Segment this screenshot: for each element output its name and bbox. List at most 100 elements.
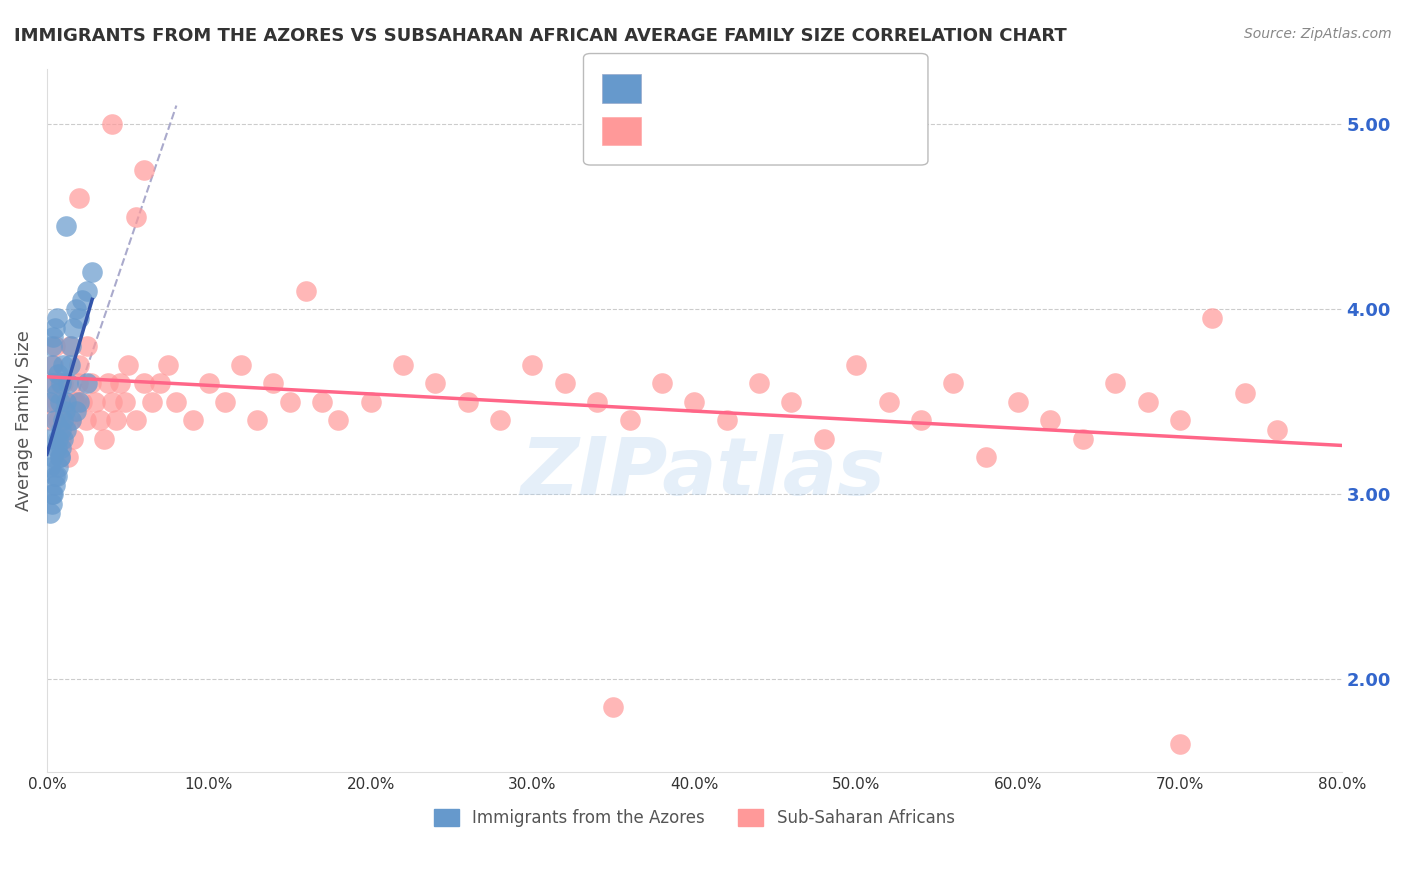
Point (76, 339, 98, 353)
Point (117, 358, 139, 372)
Point (295, 284, 318, 298)
Point (328, 413, 350, 427)
Point (1104, 376, 1126, 391)
Point (141, 394, 163, 409)
Point (42, 330, 65, 344)
Point (845, 358, 868, 372)
Point (100, 117, 122, 131)
Point (157, 358, 180, 372)
Point (49, 450, 72, 465)
Point (38, 394, 60, 409)
Point (457, 394, 479, 409)
Point (72, 293, 94, 307)
Point (877, 394, 900, 409)
Point (52, 376, 75, 391)
Point (311, 394, 333, 409)
Point (197, 376, 219, 391)
Point (1007, 394, 1029, 409)
Point (1233, 385, 1256, 400)
Point (586, 394, 609, 409)
Point (52, 432, 75, 446)
Point (44, 320, 66, 334)
Text: ZIPatlas: ZIPatlas (520, 434, 886, 512)
Point (602, 700, 624, 714)
Point (65, 394, 87, 409)
Point (181, 413, 204, 427)
Point (72, 394, 94, 409)
Point (780, 394, 803, 409)
Point (75, 413, 97, 427)
Point (132, 163, 155, 178)
Point (53, 394, 76, 409)
Point (45, 468, 67, 483)
Point (63, 394, 86, 409)
Point (46, 432, 69, 446)
Point (44, 413, 66, 427)
Point (683, 394, 706, 409)
Point (554, 376, 576, 391)
Point (489, 413, 512, 427)
Point (41, 339, 63, 353)
Point (619, 413, 641, 427)
Point (100, 394, 122, 409)
Point (42, 450, 65, 465)
Point (748, 376, 770, 391)
Point (46, 413, 69, 427)
Point (38, 432, 60, 446)
Point (55, 423, 77, 437)
Point (60, 339, 83, 353)
Point (44, 468, 66, 483)
Point (45, 385, 67, 400)
Point (1071, 432, 1094, 446)
Point (49, 394, 72, 409)
Point (149, 376, 172, 391)
Point (49, 376, 72, 391)
Point (45, 441, 67, 455)
Point (58, 358, 80, 372)
Point (67, 394, 90, 409)
Point (1201, 311, 1223, 326)
Point (66, 376, 89, 391)
Point (1039, 413, 1062, 427)
Y-axis label: Average Family Size: Average Family Size (15, 330, 32, 511)
Point (60, 413, 83, 427)
Point (45, 311, 67, 326)
Point (39, 459, 62, 474)
Point (51, 432, 73, 446)
Point (62, 432, 84, 446)
Text: IMMIGRANTS FROM THE AZORES VS SUBSAHARAN AFRICAN AVERAGE FAMILY SIZE CORRELATION: IMMIGRANTS FROM THE AZORES VS SUBSAHARAN… (14, 27, 1067, 45)
Point (41, 358, 63, 372)
Point (42, 358, 65, 372)
Point (813, 432, 835, 446)
Point (46, 367, 69, 381)
Point (89, 413, 111, 427)
Point (60, 413, 83, 427)
Point (76, 376, 98, 391)
Point (716, 413, 738, 427)
Point (53, 404, 76, 418)
Point (425, 376, 447, 391)
Point (97, 376, 120, 391)
Point (67, 191, 90, 205)
Point (910, 413, 932, 427)
Point (114, 394, 136, 409)
Point (39, 506, 62, 520)
Point (1136, 394, 1159, 409)
Point (56, 376, 79, 391)
Point (45, 394, 67, 409)
Point (41, 497, 63, 511)
Point (65, 404, 87, 418)
Point (55, 394, 77, 409)
Point (52, 413, 75, 427)
Point (39, 413, 62, 427)
Point (360, 394, 382, 409)
Point (214, 394, 236, 409)
Point (82, 265, 104, 279)
Point (42, 376, 65, 391)
Point (49, 450, 72, 465)
Point (55, 413, 77, 427)
Point (51, 441, 73, 455)
Point (76, 284, 98, 298)
Point (105, 413, 128, 427)
Point (1168, 737, 1191, 751)
